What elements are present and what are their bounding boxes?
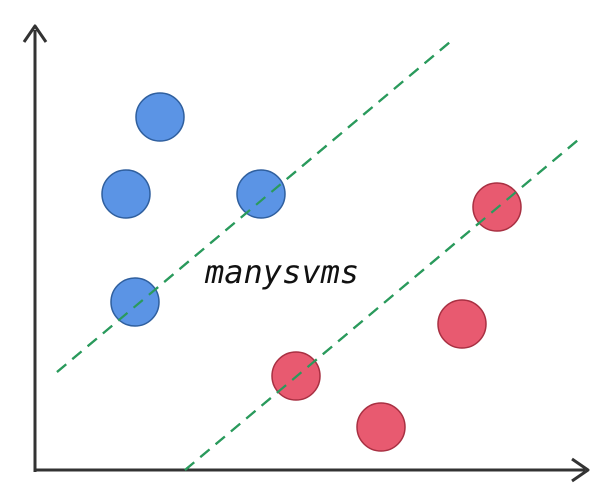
class-a-point bbox=[110, 277, 160, 327]
class-a-point bbox=[101, 169, 151, 219]
y-axis-arrow bbox=[22, 24, 48, 43]
class-a-point bbox=[236, 169, 286, 219]
class-a-point bbox=[135, 92, 185, 142]
class-b-point bbox=[437, 299, 487, 349]
x-axis-arrow bbox=[571, 457, 590, 483]
class-a-points bbox=[101, 92, 286, 327]
upper-margin-line-overlay bbox=[56, 41, 451, 373]
class-b-points bbox=[271, 182, 522, 452]
logo-text: manysvms bbox=[204, 253, 359, 291]
class-b-point bbox=[356, 402, 406, 452]
axes bbox=[22, 24, 590, 483]
margin-lines-overlay bbox=[56, 41, 579, 471]
lower-margin-line-overlay bbox=[184, 139, 579, 471]
